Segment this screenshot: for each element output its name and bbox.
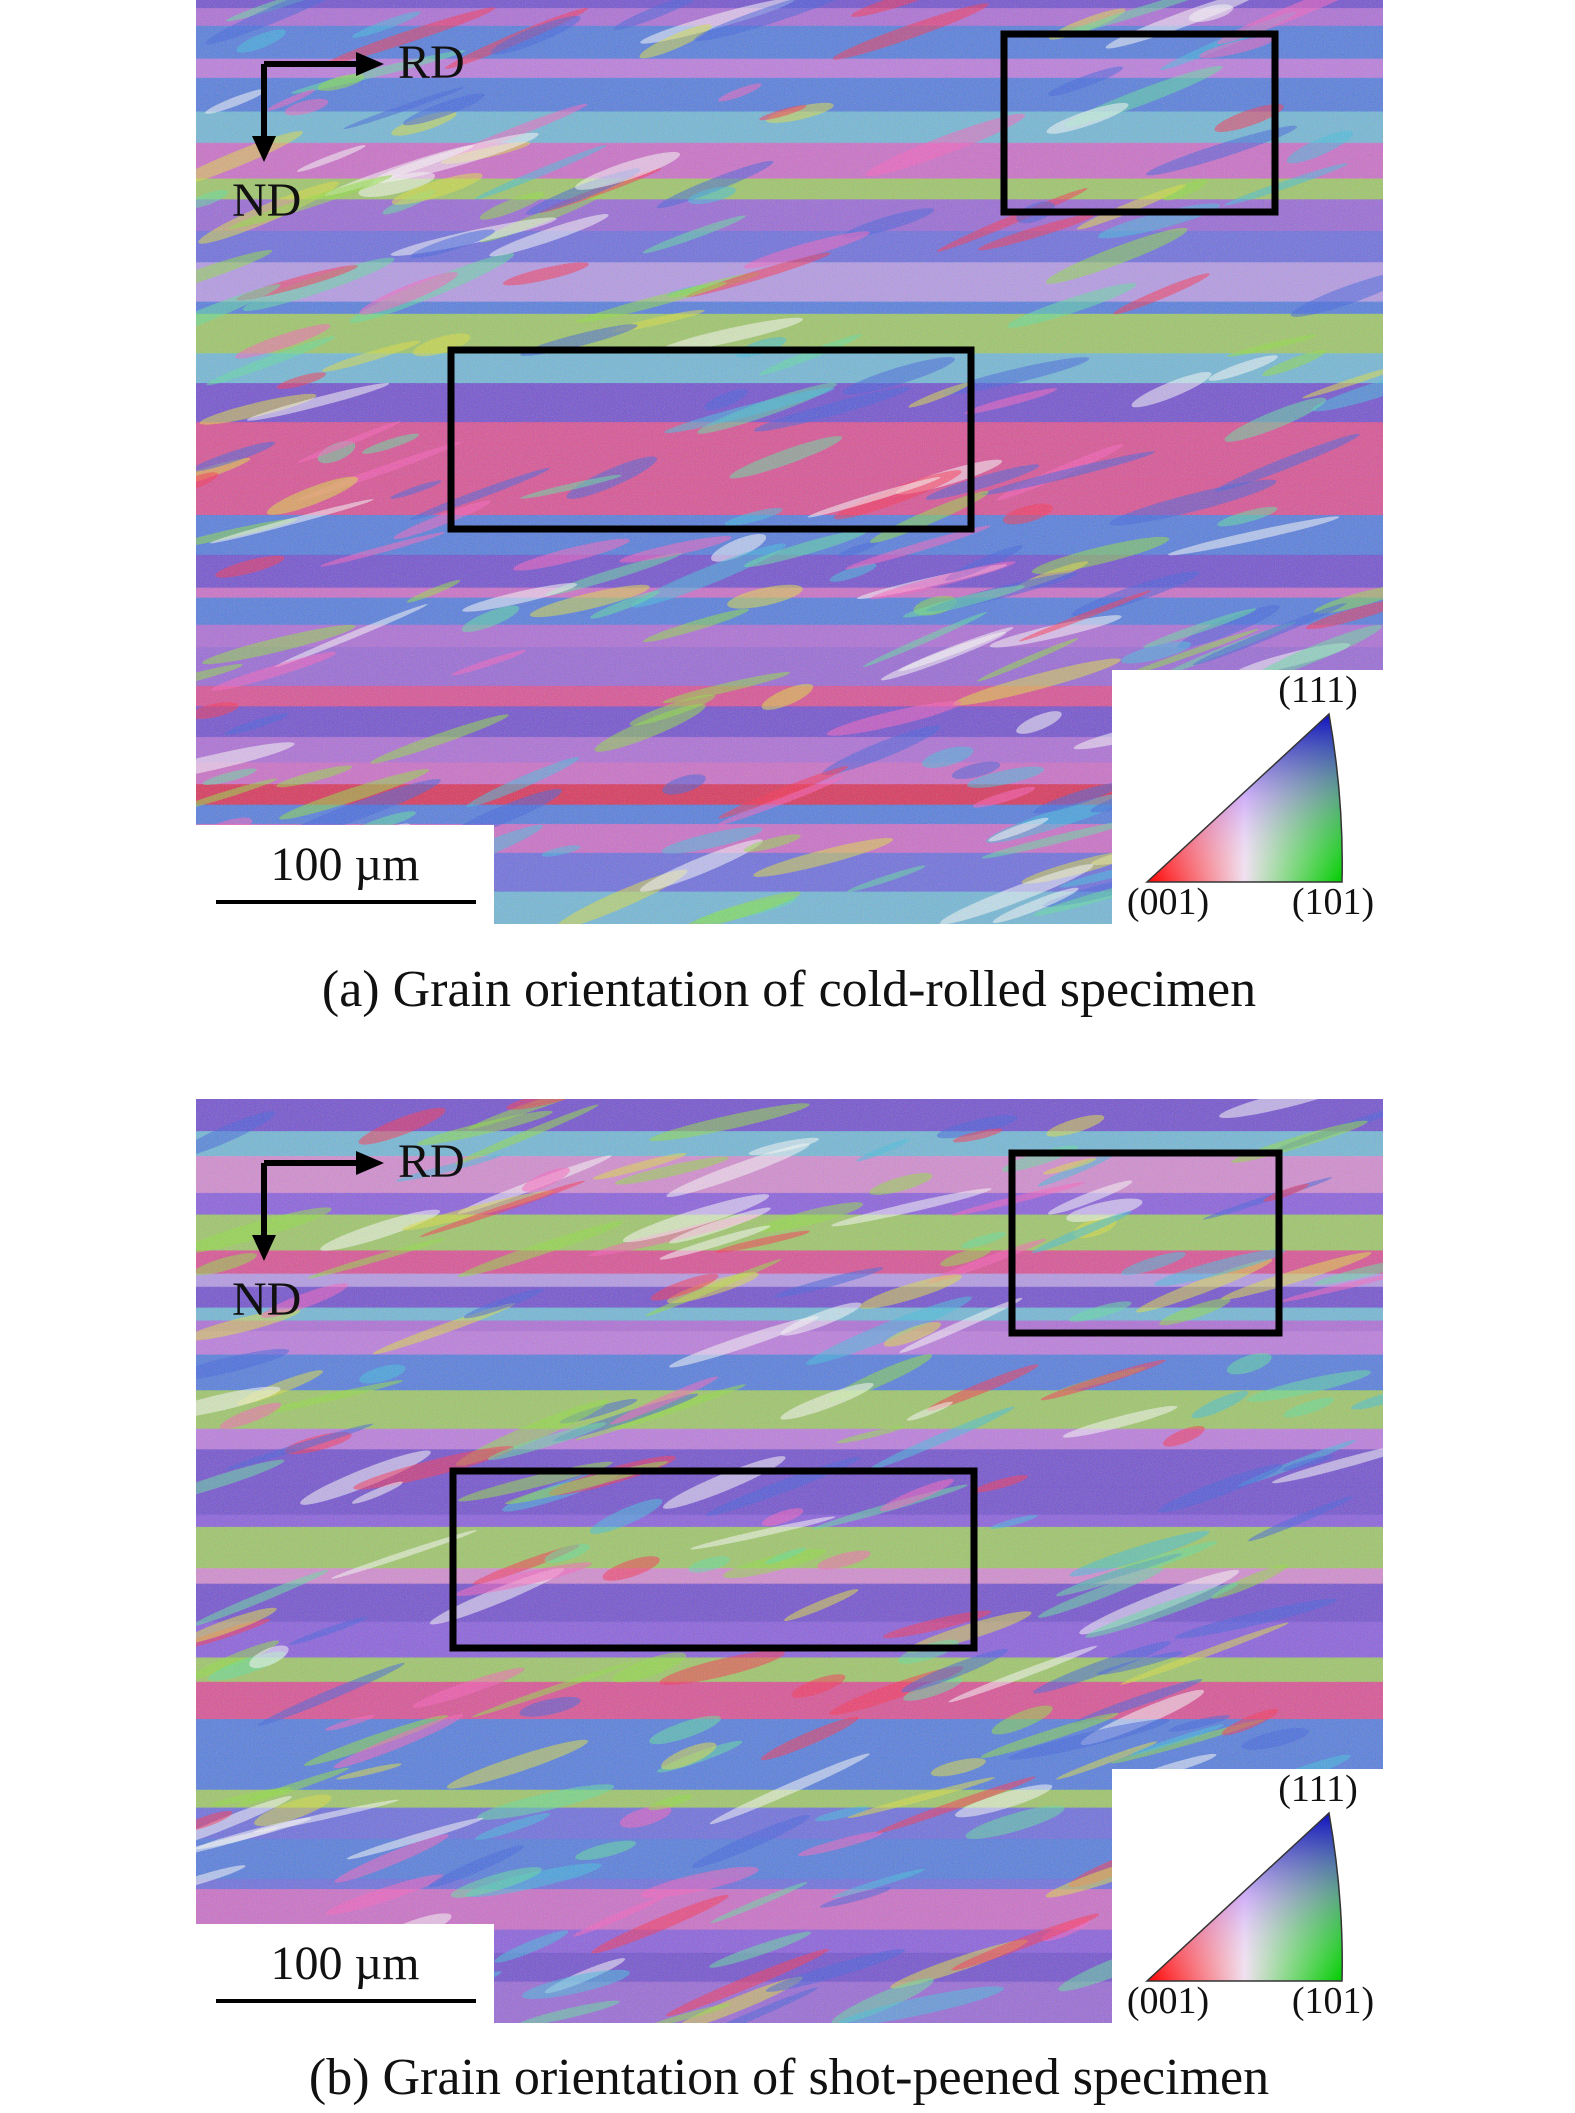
scale-bar-box <box>196 1924 494 2023</box>
legend-triangle-shade <box>1145 1811 1343 1982</box>
orientation-map <box>196 0 1383 924</box>
nd-label: ND <box>232 1273 301 1326</box>
scale-bar-label: 100 µm <box>271 838 420 891</box>
legend-triangle-shade <box>1145 712 1343 883</box>
arrow-head <box>252 52 384 162</box>
legend-right: (101) <box>1292 881 1374 923</box>
legend-left: (001) <box>1127 1980 1209 2022</box>
rd-label: RD <box>398 1135 465 1188</box>
caption: (a) Grain orientation of cold-rolled spe… <box>322 961 1256 1018</box>
legend-top: (111) <box>1278 1768 1358 1810</box>
scale-bar-label: 100 µm <box>271 1937 420 1990</box>
legend-left: (001) <box>1127 881 1209 923</box>
nd-label: ND <box>232 174 301 227</box>
panel: RD ND 100 µm (111) (001) (101) <box>196 1099 1383 2023</box>
region-box <box>1008 1149 1283 1337</box>
axis-arrows <box>261 61 360 140</box>
legend-top: (111) <box>1278 669 1358 711</box>
orientation-map <box>196 1099 1383 2023</box>
legend-right: (101) <box>1292 1980 1374 2022</box>
axis-arrows <box>261 1160 360 1239</box>
region-box <box>1000 30 1279 216</box>
rd-label: RD <box>398 36 465 89</box>
scale-bar-box <box>196 825 494 924</box>
region-box <box>447 346 975 533</box>
panel: RD ND 100 µm (111) (001) (101) <box>196 0 1383 924</box>
arrow-head <box>252 1151 384 1261</box>
caption: (b) Grain orientation of shot-peened spe… <box>309 2049 1269 2106</box>
region-box <box>449 1467 978 1652</box>
